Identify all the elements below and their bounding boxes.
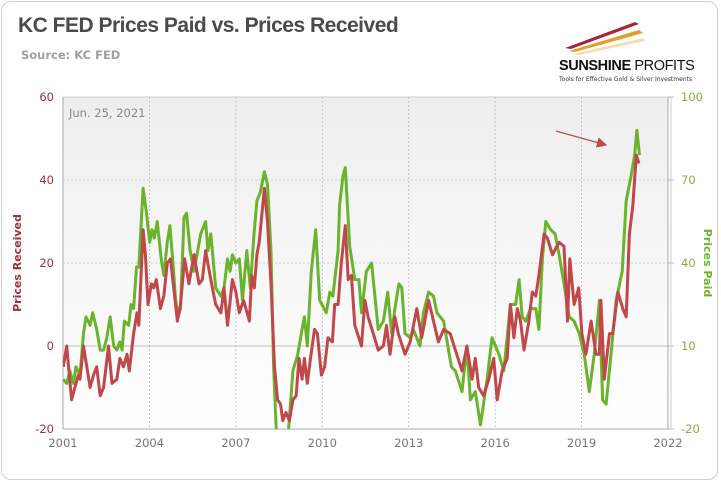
left-y-tick-label: 0 bbox=[47, 339, 54, 353]
x-tick-label: 2007 bbox=[221, 436, 250, 450]
left-axis-label: Prices Received bbox=[11, 214, 24, 312]
x-tick-label: 2004 bbox=[135, 436, 164, 450]
right-y-tick-label: 100 bbox=[681, 90, 703, 104]
x-tick-label: 2022 bbox=[653, 436, 682, 450]
right-y-tick-label: 70 bbox=[681, 173, 696, 187]
right-y-tick-label: 40 bbox=[681, 256, 696, 270]
x-tick-label: 2016 bbox=[481, 436, 510, 450]
x-tick-label: 2001 bbox=[48, 436, 77, 450]
left-y-tick-label: 60 bbox=[39, 90, 54, 104]
left-y-tick-label: 40 bbox=[39, 173, 54, 187]
left-y-tick-label: -20 bbox=[35, 422, 54, 436]
right-axis-label: Prices Paid bbox=[701, 229, 714, 297]
prices-received-line bbox=[63, 153, 641, 423]
x-tick-label: 2019 bbox=[567, 436, 596, 450]
chart-title: KC FED Prices Paid vs. Prices Received bbox=[18, 14, 399, 37]
left-y-tick-label: 20 bbox=[39, 256, 54, 270]
logo-name: SUNSHINE PROFITS bbox=[559, 58, 695, 74]
chart-source: Source: KC FED bbox=[21, 48, 121, 62]
plot-area bbox=[63, 97, 668, 429]
annotation-arrow bbox=[555, 130, 608, 148]
date-label: Jun. 25, 2021 bbox=[68, 106, 146, 120]
logo-tagline: Tools for Effective Gold & Silver Invest… bbox=[559, 76, 693, 83]
right-y-tick-label: 10 bbox=[681, 339, 696, 353]
logo-swoosh-icon bbox=[565, 22, 645, 55]
x-tick-label: 2010 bbox=[308, 436, 337, 450]
right-y-tick-label: -20 bbox=[681, 422, 700, 436]
prices-paid-line bbox=[63, 128, 641, 429]
sunshine-profits-logo: SUNSHINE PROFITS Tools for Effective Gol… bbox=[555, 16, 715, 86]
x-tick-label: 2013 bbox=[394, 436, 423, 450]
